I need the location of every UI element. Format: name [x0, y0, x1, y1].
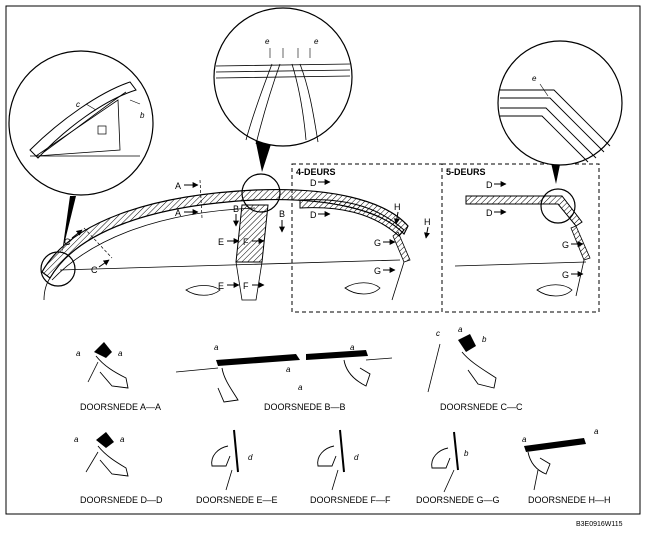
section-sketch-h: a a: [522, 427, 599, 490]
caption-section-d: DOORSNEDE D—D: [80, 495, 163, 505]
marker-d-4dr-bottom: D: [310, 210, 317, 220]
sketch-h-label-a2: a: [594, 427, 599, 436]
caption-section-g: DOORSNEDE G—G: [416, 495, 500, 505]
marker-f-bottom: F: [243, 281, 249, 291]
marker-c-top: C: [64, 237, 71, 247]
reference-code: B3E0916W115: [576, 521, 623, 528]
marker-b-left: B: [233, 204, 239, 214]
caption-section-f: DOORSNEDE F—F: [310, 495, 391, 505]
section-captions: DOORSNEDE A—A DOORSNEDE B—B DOORSNEDE C—…: [80, 402, 611, 505]
detail-circle-rear: e: [498, 41, 622, 165]
section-sketch-b: a a a a: [176, 343, 392, 402]
detail-front-label-c: c: [76, 100, 80, 109]
detail-circle-middle: e e: [214, 8, 352, 146]
marker-d-5dr-bottom: D: [486, 208, 493, 218]
detail-middle-label-e2: e: [314, 37, 319, 46]
section-sketch-a: a a: [76, 342, 128, 388]
sketch-b-label-a1: a: [214, 343, 219, 352]
marker-g-4dr-bottom: G: [374, 266, 381, 276]
caption-section-e: DOORSNEDE E—E: [196, 495, 278, 505]
marker-e-bottom: E: [218, 281, 224, 291]
marker-b-right: B: [279, 209, 285, 219]
section-sketch-c: c a b: [428, 325, 496, 392]
sketch-b-label-a3: a: [298, 383, 303, 392]
marker-a-bottom: A: [175, 208, 181, 218]
detail-circle-front: c b: [9, 51, 153, 195]
section-sketch-d: a a: [74, 432, 128, 476]
sketch-b-label-a4: a: [350, 343, 355, 352]
sketch-d-label-a1: a: [74, 435, 79, 444]
detail-middle-label-e1: e: [265, 37, 270, 46]
marker-f-top: F: [243, 237, 249, 247]
heading-5-door: 5-DEURS: [446, 167, 486, 177]
sketch-a-label-a2: a: [118, 349, 123, 358]
sketch-e-label-d: d: [248, 453, 253, 462]
caption-section-b: DOORSNEDE B—B: [264, 402, 346, 412]
sketch-c-label-b: b: [482, 335, 487, 344]
belt-line: [60, 260, 400, 270]
marker-g-5dr-top: G: [562, 240, 569, 250]
section-sketch-e: d: [212, 430, 253, 490]
sketch-f-label-d: d: [354, 453, 359, 462]
marker-e-top: E: [218, 237, 224, 247]
detail-front-label-b: b: [140, 111, 145, 120]
marker-h-4dr-left: H: [394, 202, 401, 212]
sketch-c-label-c: c: [436, 329, 440, 338]
section-sketch-f: d: [318, 430, 359, 490]
sketch-d-label-a2: a: [120, 435, 125, 444]
detail-rear-label-e: e: [532, 74, 537, 83]
caption-section-c: DOORSNEDE C—C: [440, 402, 523, 412]
five-door-view: 5-DEURS D D G G: [442, 150, 599, 312]
heading-4-door: 4-DEURS: [296, 167, 336, 177]
caption-section-h: DOORSNEDE H—H: [528, 495, 611, 505]
marker-d-4dr-top: D: [310, 178, 317, 188]
sketch-h-label-a1: a: [522, 435, 527, 444]
sketch-g-label-b: b: [464, 449, 469, 458]
marker-h-4dr-right: H: [424, 217, 431, 227]
caption-section-a: DOORSNEDE A—A: [80, 402, 161, 412]
marker-g-4dr-top: G: [374, 238, 381, 248]
sketch-c-label-a: a: [458, 325, 463, 334]
sketch-b-label-a2: a: [286, 365, 291, 374]
marker-d-5dr-top: D: [486, 180, 493, 190]
marker-c-bottom: C: [91, 265, 98, 275]
sketch-a-label-a1: a: [76, 349, 81, 358]
four-door-view: 4-DEURS D D H H G G: [292, 164, 442, 312]
marker-a-top: A: [175, 181, 181, 191]
marker-g-5dr-bottom: G: [562, 270, 569, 280]
section-sketch-g: b: [432, 432, 469, 492]
